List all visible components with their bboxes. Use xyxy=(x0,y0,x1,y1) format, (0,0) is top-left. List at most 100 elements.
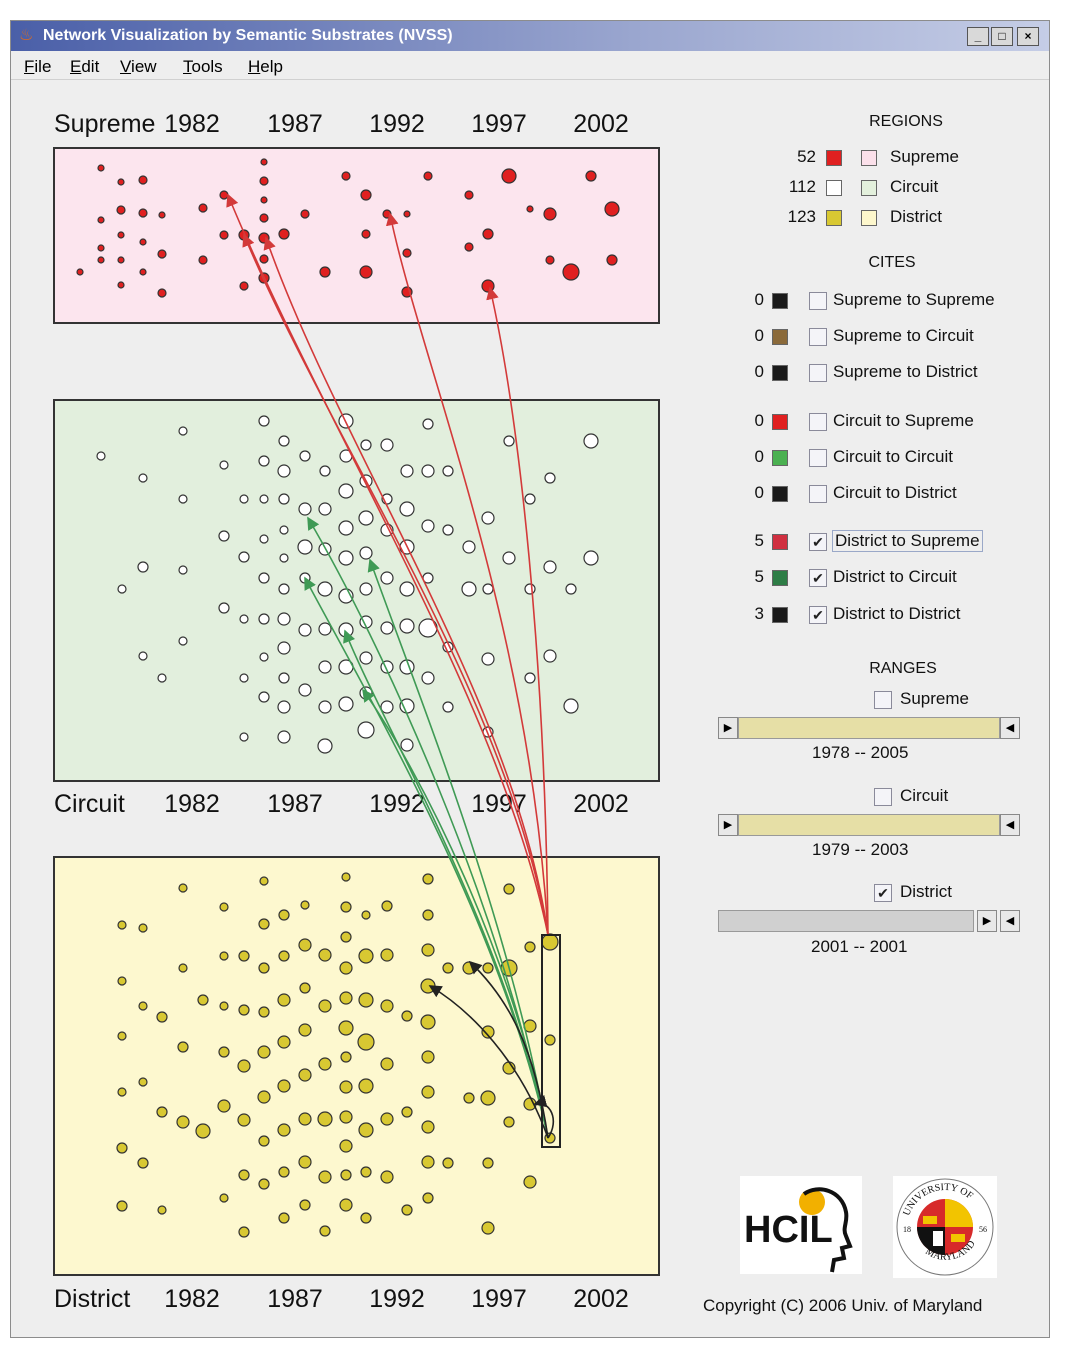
menu-view[interactable]: View xyxy=(120,57,157,76)
region-fill-swatch[interactable] xyxy=(861,150,877,166)
region-label: District xyxy=(890,207,942,226)
region-fill-swatch[interactable] xyxy=(861,180,877,196)
cites-row: 3 ✔ District to District xyxy=(736,604,1016,626)
cites-color-swatch[interactable] xyxy=(772,534,788,550)
cites-checkbox[interactable] xyxy=(809,449,827,467)
region-fill-swatch[interactable] xyxy=(861,210,877,226)
range-slider-supreme[interactable]: ▶ ◀ xyxy=(718,717,1020,739)
range-checkbox-circuit[interactable] xyxy=(874,788,892,806)
slider-right-arrow[interactable]: ◀ xyxy=(1000,910,1020,932)
range-row-supreme: Supreme xyxy=(874,689,1014,711)
cites-checkbox[interactable] xyxy=(809,292,827,310)
umd-seal-logo: UNIVERSITY OF MARYLAND 18 56 xyxy=(893,1176,997,1278)
cites-row: 0 Circuit to Supreme xyxy=(736,411,1016,433)
cites-checkbox[interactable] xyxy=(809,328,827,346)
circuit-year-2002: 2002 xyxy=(573,790,629,818)
cites-label: Circuit to District xyxy=(833,483,957,502)
cites-count: 0 xyxy=(754,290,764,309)
range-values-circuit: 1979 -- 2003 xyxy=(812,840,908,860)
circuit-region-title: Circuit xyxy=(54,790,125,818)
range-slider-circuit[interactable]: ▶ ◀ xyxy=(718,814,1020,836)
cites-color-swatch[interactable] xyxy=(772,365,788,381)
range-from: 1978 xyxy=(812,743,850,762)
region-label: Circuit xyxy=(890,177,939,196)
hcil-logo: HCIL xyxy=(740,1176,862,1274)
menu-file[interactable]: File xyxy=(24,57,52,76)
region-node-swatch[interactable] xyxy=(826,150,842,166)
menu-help[interactable]: Help xyxy=(248,57,283,76)
cites-checkbox[interactable] xyxy=(809,485,827,503)
district-year-1992: 1992 xyxy=(369,1285,425,1313)
range-checkbox-supreme[interactable] xyxy=(874,691,892,709)
cites-color-swatch[interactable] xyxy=(772,414,788,430)
menu-bar: File Edit View Tools Help xyxy=(11,51,1049,80)
district-region[interactable] xyxy=(53,856,660,1276)
range-values-supreme: 1978 -- 2005 xyxy=(812,743,908,763)
range-label: District xyxy=(900,882,952,901)
cites-label: Supreme to Circuit xyxy=(833,326,974,345)
cites-color-swatch[interactable] xyxy=(772,607,788,623)
slider-track[interactable] xyxy=(738,814,1000,836)
supreme-region[interactable] xyxy=(53,147,660,324)
umd-seal-graphic: UNIVERSITY OF MARYLAND 18 56 xyxy=(896,1178,994,1276)
title-bar: ♨ Network Visualization by Semantic Subs… xyxy=(11,21,1049,51)
region-label: Supreme xyxy=(890,147,959,166)
cites-label: District to Circuit xyxy=(833,567,957,586)
window-title: Network Visualization by Semantic Substr… xyxy=(43,27,453,44)
maximize-button[interactable]: □ xyxy=(991,27,1013,46)
slider-track[interactable] xyxy=(738,717,1000,739)
cites-checkbox[interactable]: ✔ xyxy=(809,533,827,551)
cites-checkbox[interactable] xyxy=(809,364,827,382)
cites-color-swatch[interactable] xyxy=(772,570,788,586)
cites-row: 0 Circuit to Circuit xyxy=(736,447,1016,469)
cites-color-swatch[interactable] xyxy=(772,329,788,345)
cites-color-swatch[interactable] xyxy=(772,486,788,502)
svg-text:18: 18 xyxy=(903,1225,911,1234)
region-row-district: 123 District xyxy=(776,207,976,229)
range-checkbox-district[interactable]: ✔ xyxy=(874,884,892,902)
cites-color-swatch[interactable] xyxy=(772,293,788,309)
menu-edit[interactable]: Edit xyxy=(70,57,100,76)
district-year-1997: 1997 xyxy=(471,1285,527,1313)
supreme-year-2002: 2002 xyxy=(573,110,629,138)
menu-tools[interactable]: Tools xyxy=(183,57,223,76)
cites-checkbox[interactable]: ✔ xyxy=(809,606,827,624)
cites-row: 0 Circuit to District xyxy=(736,483,1016,505)
district-year-1982: 1982 xyxy=(164,1285,220,1313)
cites-heading: CITES xyxy=(868,254,916,271)
range-values-district: 2001 -- 2001 xyxy=(811,937,907,957)
range-sep: -- xyxy=(854,743,866,762)
range-to: 2005 xyxy=(870,743,909,762)
slider-track[interactable] xyxy=(718,910,974,932)
slider-right-arrow[interactable]: ◀ xyxy=(1000,717,1020,739)
svg-text:56: 56 xyxy=(979,1225,987,1234)
range-slider-district[interactable]: ▶ ◀ xyxy=(718,910,1020,932)
copyright-text: Copyright (C) 2006 Univ. of Maryland xyxy=(703,1296,983,1315)
slider-left-arrow[interactable]: ▶ xyxy=(977,910,997,932)
supreme-year-1997: 1997 xyxy=(471,110,527,138)
hcil-logo-text: HCIL xyxy=(744,1209,833,1251)
range-from: 1979 xyxy=(812,840,850,859)
close-button[interactable]: × xyxy=(1017,27,1039,46)
java-app-icon: ♨ xyxy=(19,27,34,44)
slider-left-arrow[interactable]: ▶ xyxy=(718,814,738,836)
cites-count: 0 xyxy=(754,326,764,345)
cites-checkbox[interactable] xyxy=(809,413,827,431)
cites-row: 5 ✔ District to Circuit xyxy=(736,567,1016,589)
minimize-button[interactable]: _ xyxy=(967,27,989,46)
cites-label: Circuit to Circuit xyxy=(833,447,953,466)
cites-color-swatch[interactable] xyxy=(772,450,788,466)
circuit-region[interactable] xyxy=(53,399,660,782)
region-node-swatch[interactable] xyxy=(826,210,842,226)
range-sep: -- xyxy=(854,840,866,859)
region-row-supreme: 52 Supreme xyxy=(776,147,976,169)
cites-label: District to District xyxy=(833,604,961,623)
cites-label: Supreme to Supreme xyxy=(833,290,995,309)
slider-left-arrow[interactable]: ▶ xyxy=(718,717,738,739)
slider-right-arrow[interactable]: ◀ xyxy=(1000,814,1020,836)
cites-checkbox[interactable]: ✔ xyxy=(809,569,827,587)
range-to: 2003 xyxy=(870,840,909,859)
supreme-region-title: Supreme xyxy=(54,110,156,138)
region-node-swatch[interactable] xyxy=(826,180,842,196)
range-row-district: ✔ District xyxy=(874,882,1014,904)
